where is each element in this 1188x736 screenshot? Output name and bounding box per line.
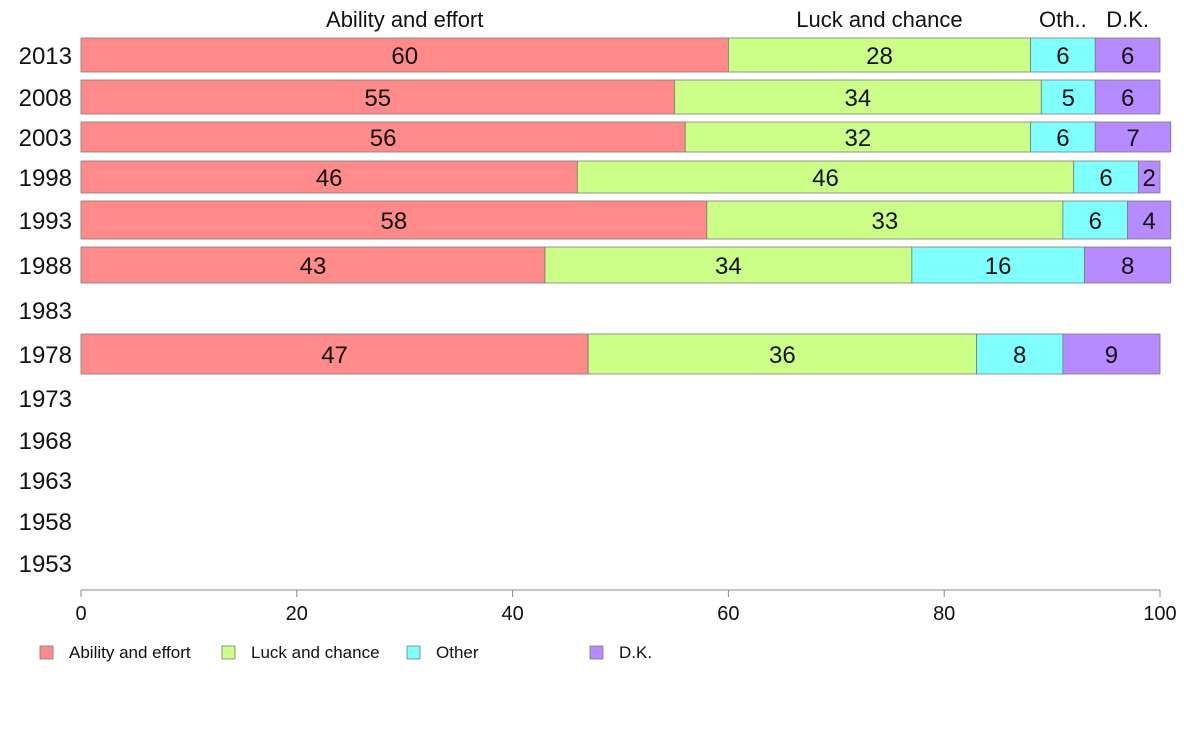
data-label-2013-0: 60 [391, 43, 418, 70]
data-label-2003-0: 56 [370, 125, 397, 152]
bar-1978-1 [587, 333, 977, 375]
legend-swatch-1 [221, 645, 236, 660]
category-label-2003: 2003 [19, 125, 72, 152]
bar-1998-1 [576, 160, 1075, 194]
category-label-2008: 2008 [19, 85, 72, 112]
series-top-label-1: Luck and chance [796, 7, 962, 32]
series-top-label-3: D.K. [1106, 7, 1149, 32]
bar-2003-3 [1094, 121, 1172, 153]
category-label-1973: 1973 [19, 386, 72, 413]
legend-label-3: D.K. [619, 643, 652, 662]
bar-1978-0 [80, 333, 589, 375]
category-label-1988: 1988 [19, 253, 72, 280]
data-label-1988-0: 43 [300, 253, 327, 280]
legend-label-2: Other [436, 643, 479, 662]
data-label-2003-2: 6 [1056, 125, 1069, 152]
category-label-2013: 2013 [19, 43, 72, 70]
bar-2008-0 [80, 79, 675, 115]
bar-1993-1 [706, 200, 1064, 240]
x-tick-label-60: 60 [717, 603, 739, 625]
data-label-1993-1: 33 [872, 208, 899, 235]
bar-2013-2 [1030, 37, 1096, 73]
legend-swatch-0 [39, 645, 54, 660]
bar-1993-0 [80, 200, 708, 240]
x-tick-label-100: 100 [1143, 603, 1176, 625]
data-label-2008-2: 5 [1062, 85, 1075, 112]
category-label-1978: 1978 [19, 342, 72, 369]
bar-1988-3 [1084, 246, 1172, 284]
data-label-1988-1: 34 [715, 253, 742, 280]
data-label-2013-1: 28 [866, 43, 893, 70]
bar-2013-3 [1094, 37, 1161, 73]
bar-1998-0 [80, 160, 578, 194]
data-label-2003-3: 7 [1126, 125, 1139, 152]
legend-label-0: Ability and effort [69, 643, 191, 662]
bar-1978-3 [1062, 333, 1161, 375]
category-label-1958: 1958 [19, 509, 72, 536]
data-label-2003-1: 32 [845, 125, 872, 152]
data-label-1978-3: 9 [1105, 342, 1118, 369]
data-label-2013-2: 6 [1056, 43, 1069, 70]
bar-1988-0 [80, 246, 546, 284]
data-label-1998-1: 46 [812, 165, 839, 192]
category-label-1993: 1993 [19, 208, 72, 235]
data-label-2008-0: 55 [364, 85, 391, 112]
data-label-1978-0: 47 [321, 342, 348, 369]
bar-2013-0 [80, 37, 729, 73]
bar-1993-2 [1062, 200, 1129, 240]
bar-1988-2 [911, 246, 1085, 284]
bar-2008-1 [674, 79, 1042, 115]
legend-label-1: Luck and chance [251, 643, 380, 662]
x-tick-label-40: 40 [501, 603, 523, 625]
bar-2008-3 [1094, 79, 1161, 115]
data-label-2013-3: 6 [1121, 43, 1134, 70]
bar-2003-1 [684, 121, 1031, 153]
bar-2013-1 [728, 37, 1031, 73]
category-label-1968: 1968 [19, 428, 72, 455]
data-label-2008-3: 6 [1121, 85, 1134, 112]
legend-swatch-2 [406, 645, 421, 660]
series-top-label-2: Oth.. [1039, 7, 1087, 32]
category-label-1953: 1953 [19, 551, 72, 578]
bar-1993-3 [1127, 200, 1172, 240]
data-label-1978-2: 8 [1013, 342, 1026, 369]
data-label-1998-2: 6 [1099, 165, 1112, 192]
x-tick-label-0: 0 [75, 603, 86, 625]
bar-2003-0 [80, 121, 686, 153]
x-tick-label-80: 80 [933, 603, 955, 625]
data-label-1993-0: 58 [381, 208, 408, 235]
bar-1978-2 [976, 333, 1064, 375]
data-label-1978-1: 36 [769, 342, 796, 369]
data-label-1988-2: 16 [985, 253, 1012, 280]
data-label-1998-3: 2 [1143, 165, 1156, 192]
data-label-2008-1: 34 [845, 85, 872, 112]
data-label-1993-2: 6 [1089, 208, 1102, 235]
data-label-1998-0: 46 [316, 165, 343, 192]
category-label-1983: 1983 [19, 298, 72, 325]
bar-1998-3 [1138, 160, 1161, 194]
bar-1988-1 [544, 246, 913, 284]
category-label-1998: 1998 [19, 165, 72, 192]
bar-2008-2 [1040, 79, 1096, 115]
legend-swatch-3 [589, 645, 604, 660]
x-tick-label-20: 20 [286, 603, 308, 625]
data-label-1988-3: 8 [1121, 253, 1134, 280]
series-top-label-0: Ability and effort [326, 7, 483, 32]
category-label-1963: 1963 [19, 468, 72, 495]
data-label-1993-3: 4 [1143, 208, 1156, 235]
